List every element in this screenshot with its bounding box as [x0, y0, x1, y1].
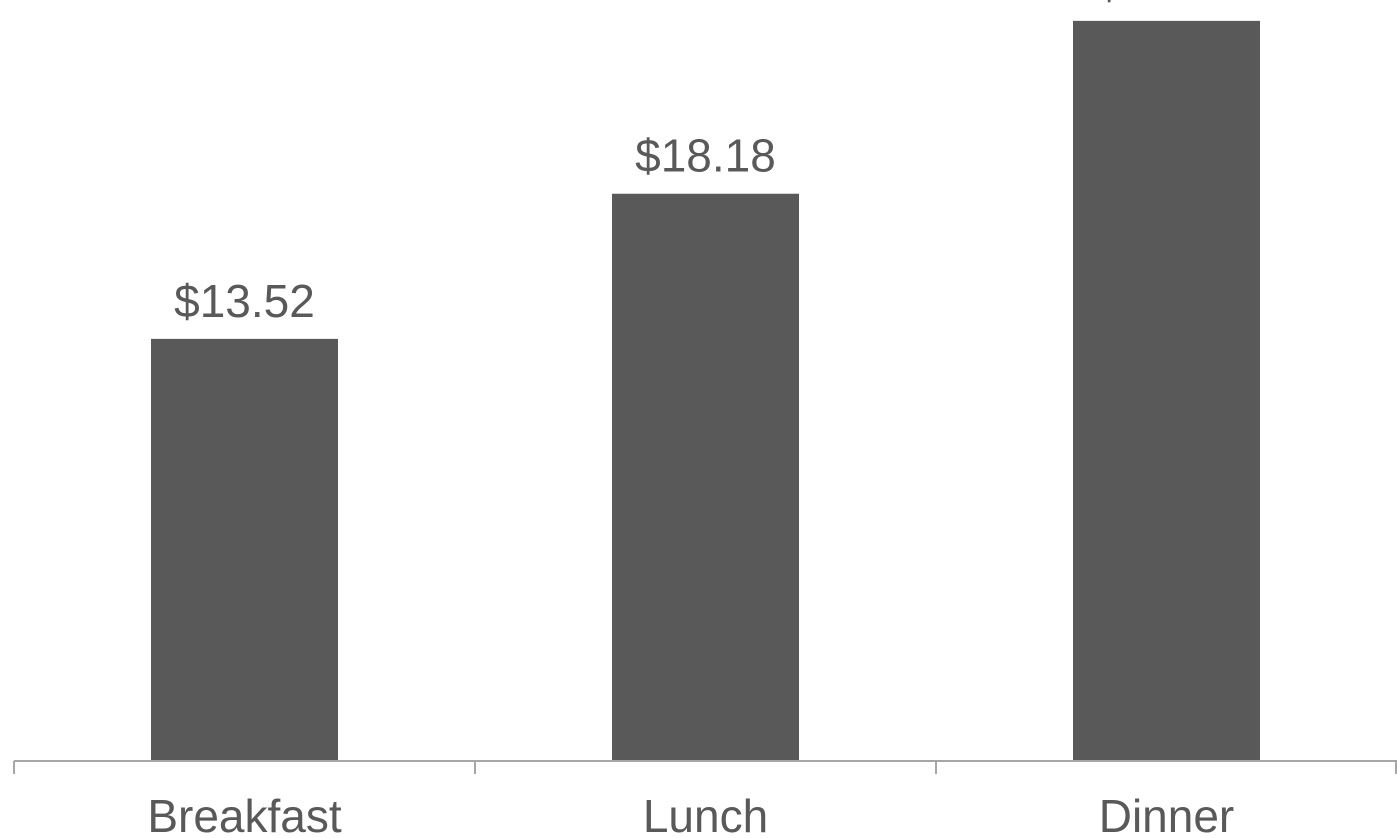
data-label-breakfast: $13.52 [174, 275, 315, 327]
x-axis [13, 760, 1397, 774]
bar-dinner [1073, 20, 1260, 761]
bars-group [151, 20, 1260, 761]
category-label-lunch: Lunch [643, 790, 768, 838]
data-label-dinner: $23.73 [1096, 0, 1237, 9]
data-label-lunch: $18.18 [635, 130, 776, 182]
category-label-dinner: Dinner [1099, 790, 1235, 838]
bar-breakfast [151, 338, 338, 760]
category-label-breakfast: Breakfast [147, 790, 342, 838]
data-labels-group: $13.52 $18.18 $23.73 [174, 0, 1237, 327]
category-labels-group: Breakfast Lunch Dinner [147, 790, 1234, 838]
bar-lunch [612, 193, 799, 761]
